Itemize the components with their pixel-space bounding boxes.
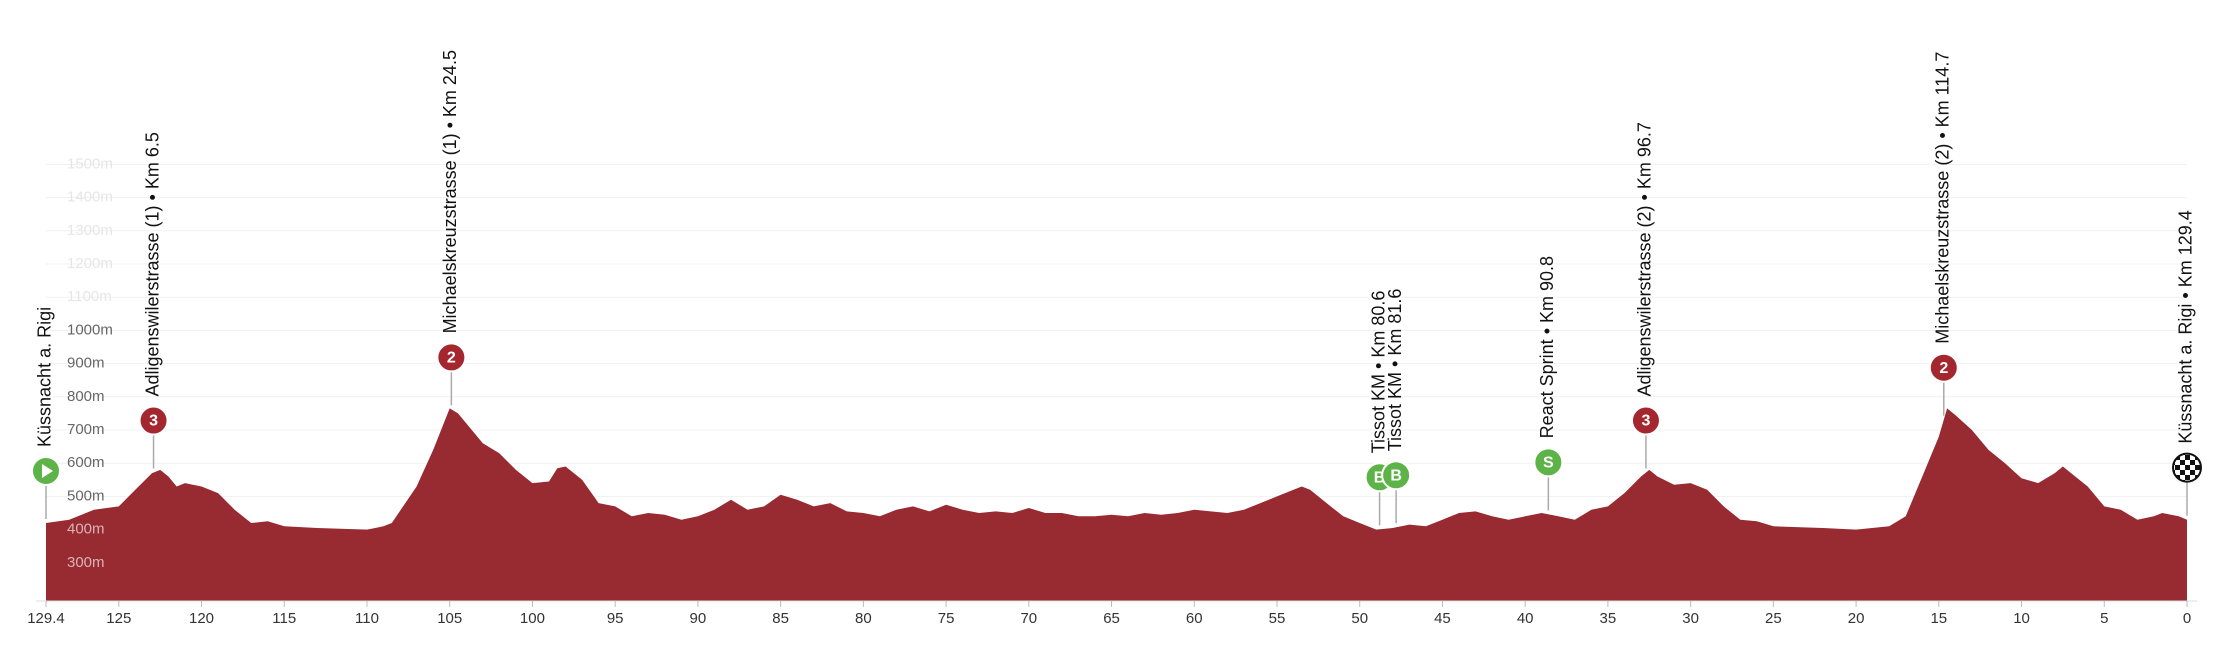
point-label: Adligenswilerstrasse (1) • Km 6.5 [142,132,162,396]
point-label: React Sprint • Km 90.8 [1537,256,1557,438]
badge-label: 2 [447,350,456,367]
badge-label: 3 [1642,413,1651,430]
point-label: Michaelskreuzstrasse (1) • Km 24.5 [440,50,460,333]
profile-marker: Küssnacht a. Rigi • Km 129.4 [2172,210,2202,516]
point-label: Michaelskreuzstrasse (2) • Km 114.7 [1933,52,1953,344]
y-tick-label: 1100m [67,288,112,305]
x-tick-label: 95 [607,610,624,627]
badge [1381,460,1412,491]
profile-marker: 2 Michaelskreuzstrasse (1) • Km 24.5 [436,50,467,406]
x-tick-label: 50 [1351,610,1368,627]
point-label: Küssnacht a. Rigi [35,307,55,447]
x-tick-label: 110 [355,610,379,627]
x-tick-label: 80 [855,610,872,627]
x-tick-label: 30 [1682,610,1699,627]
x-tick-label: 35 [1600,610,1617,627]
badge [1533,447,1564,478]
point-label: Adligenswilerstrasse (2) • Km 96.7 [1635,122,1655,396]
x-tick-label: 125 [106,610,131,627]
point-label: Tissot KM • Km 81.6 [1385,289,1405,452]
y-tick-label: 500m [67,487,105,504]
point-label: Küssnacht a. Rigi • Km 129.4 [2176,210,2196,443]
x-tick-label: 105 [437,610,462,627]
x-tick-label: 40 [1517,610,1534,627]
y-tick-label: 1000m [67,321,113,338]
x-tick-label: 10 [2013,610,2030,627]
profile-marker: B Tissot KM • Km 81.6 [1381,289,1412,524]
x-tick-label: 120 [189,610,214,627]
badge-label: 3 [149,413,158,430]
badge-label: S [1543,455,1554,472]
x-tick-label: 25 [1765,610,1782,627]
y-tick-label: 1400m [67,189,113,206]
badge [1928,352,1959,383]
x-tick-label: 60 [1186,610,1203,627]
badge [138,405,169,436]
x-tick-label: 65 [1103,610,1120,627]
badge-label: 2 [1939,360,1948,377]
badge-label: B [1374,470,1386,487]
x-tick-label: 70 [1020,610,1037,627]
profile-marker: 3 Adligenswilerstrasse (2) • Km 96.7 [1630,122,1661,469]
x-tick-label: 100 [520,610,545,627]
x-tick-label: 115 [272,610,296,627]
x-tick-label: 0 [2183,610,2191,627]
y-tick-label: 800m [67,388,105,405]
profile-marker: 3 Adligenswilerstrasse (1) • Km 6.5 [138,132,169,469]
x-tick-label: 85 [772,610,789,627]
profile-marker: 2 Michaelskreuzstrasse (2) • Km 114.7 [1928,52,1959,416]
y-tick-label: 1200m [67,255,113,272]
badge-label: B [1390,468,1402,485]
x-tick-label: 20 [1848,610,1865,627]
x-tick-label: 45 [1434,610,1451,627]
elevation-area [46,408,2187,601]
y-tick-label: 700m [67,421,105,438]
finish-icon [2172,452,2202,483]
y-tick-label: 600m [67,454,105,471]
badge [1630,405,1661,436]
start-arrow [42,463,53,478]
profile-marker: S React Sprint • Km 90.8 [1533,256,1564,511]
y-tick-label: 1300m [67,222,113,239]
x-tick-label: 15 [1930,610,1947,627]
badge [436,342,467,373]
x-tick-label: 5 [2100,610,2108,627]
x-tick-label: 90 [690,610,707,627]
y-tick-label: 400m [67,521,105,538]
y-tick-label: 300m [67,554,105,571]
y-tick-label: 1500m [67,155,113,172]
point-label: Tissot KM • Km 80.6 [1368,291,1388,454]
x-tick-label: 129.4 [27,610,65,627]
x-tick-label: 55 [1269,610,1286,627]
y-tick-label: 900m [67,355,105,372]
profile-marker: Küssnacht a. Rigi [31,307,61,519]
x-tick-label: 75 [938,610,955,627]
